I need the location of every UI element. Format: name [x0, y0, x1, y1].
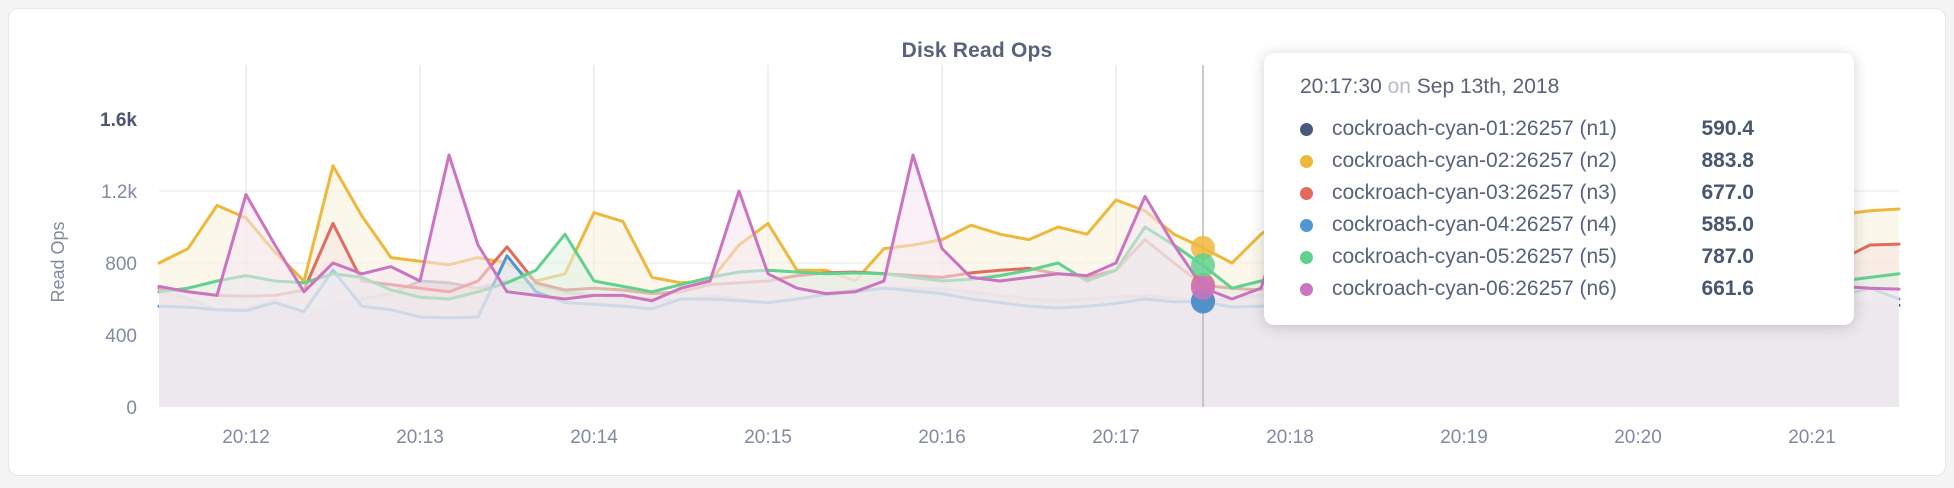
- y-axis-tick-label: 1.2k: [101, 182, 137, 203]
- tooltip-series-label: cockroach-cyan-05:26257 (n5): [1332, 245, 1617, 268]
- series-color-dot-icon: [1300, 282, 1313, 296]
- tooltip-on-word: on: [1387, 75, 1411, 98]
- tooltip-series-value: 661.6: [1701, 277, 1754, 300]
- hover-point-marker: [1191, 235, 1215, 260]
- tooltip-row: cockroach-cyan-01:26257 (n1) 590.4: [1300, 113, 1824, 145]
- tooltip-series-label: cockroach-cyan-02:26257 (n2): [1332, 149, 1617, 172]
- tooltip-series-value: 585.0: [1701, 213, 1754, 236]
- x-axis-tick-label: 20:19: [1440, 427, 1488, 448]
- x-axis-tick-label: 20:18: [1266, 427, 1314, 448]
- tooltip-row: cockroach-cyan-04:26257 (n4) 585.0: [1300, 209, 1824, 241]
- series-color-dot-icon: [1300, 218, 1313, 232]
- tooltip-timestamp: 20:17:30 on Sep 13th, 2018: [1300, 75, 1824, 99]
- x-axis-tick-label: 20:15: [744, 427, 792, 448]
- tooltip-series-label: cockroach-cyan-01:26257 (n1): [1332, 117, 1617, 140]
- x-axis-tick-label: 20:13: [396, 427, 444, 448]
- y-axis-title: Read Ops: [48, 221, 68, 302]
- tooltip-date: Sep 13th, 2018: [1416, 75, 1560, 98]
- hover-point-marker: [1191, 253, 1215, 278]
- tooltip-series-value: 590.4: [1701, 117, 1754, 140]
- series-color-dot-icon: [1300, 122, 1313, 136]
- y-axis-tick-label: 1.6k: [100, 110, 137, 131]
- tooltip-series-value: 787.0: [1701, 245, 1754, 268]
- series-color-dot-icon: [1300, 250, 1313, 264]
- y-axis-tick-label: 800: [105, 254, 137, 275]
- x-axis-tick-label: 20:16: [918, 427, 966, 448]
- x-axis-tick-label: 20:20: [1614, 427, 1662, 448]
- x-axis-tick-label: 20:17: [1092, 427, 1140, 448]
- tooltip-series-list: cockroach-cyan-01:26257 (n1) 590.4 cockroa…: [1300, 113, 1824, 305]
- tooltip-series-value: 883.8: [1701, 149, 1754, 172]
- chart-card: Disk Read Ops 0 400 800 1.2k 1.6k Read Ops 20:…: [8, 8, 1946, 476]
- tooltip-row: cockroach-cyan-06:26257 (n6) 661.6: [1300, 273, 1824, 305]
- tooltip-time: 20:17:30: [1300, 75, 1382, 98]
- hover-point-marker: [1191, 275, 1215, 300]
- page-title: Disk Read Ops: [901, 39, 1053, 62]
- series-color-dot-icon: [1300, 154, 1313, 168]
- series-area: [159, 155, 1899, 407]
- tooltip-series-label: cockroach-cyan-06:26257 (n6): [1332, 277, 1617, 300]
- y-axis-tick-label: 0: [126, 398, 137, 419]
- y-axis-tick-label: 400: [105, 326, 137, 347]
- x-axis-tick-label: 20:21: [1788, 427, 1836, 448]
- series-color-dot-icon: [1300, 186, 1313, 200]
- tooltip-series-value: 677.0: [1701, 181, 1754, 204]
- tooltip-series-label: cockroach-cyan-04:26257 (n4): [1332, 213, 1617, 236]
- tooltip-row: cockroach-cyan-05:26257 (n5) 787.0: [1300, 241, 1824, 273]
- hover-tooltip: 20:17:30 on Sep 13th, 2018 cockroach-cya…: [1264, 53, 1854, 325]
- tooltip-row: cockroach-cyan-02:26257 (n2) 883.8: [1300, 145, 1824, 177]
- x-axis-tick-label: 20:12: [222, 427, 270, 448]
- x-axis-tick-label: 20:14: [570, 427, 618, 448]
- tooltip-series-label: cockroach-cyan-03:26257 (n3): [1332, 181, 1617, 204]
- tooltip-row: cockroach-cyan-03:26257 (n3) 677.0: [1300, 177, 1824, 209]
